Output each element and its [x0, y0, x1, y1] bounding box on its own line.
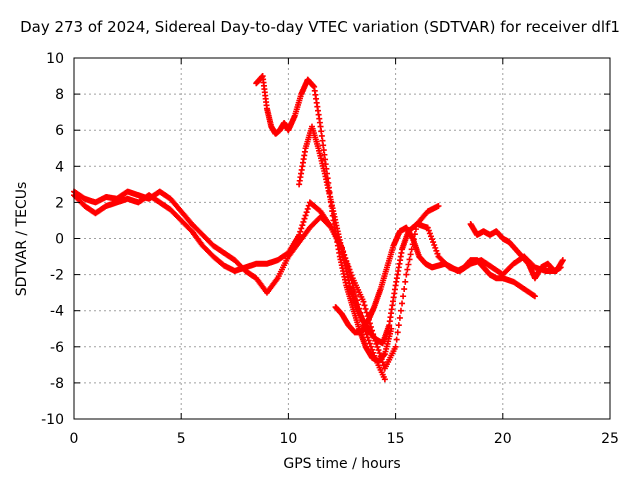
- grid-lines: [74, 58, 610, 419]
- y-tick-label: -4: [50, 304, 64, 320]
- y-tick-label: -10: [41, 412, 64, 428]
- data-marker: [467, 221, 564, 282]
- y-tick-label: 10: [46, 51, 64, 67]
- x-axis-label: GPS time / hours: [283, 456, 401, 472]
- series-track-3: [253, 73, 395, 365]
- y-tick-label: -2: [50, 268, 64, 284]
- y-tick-label: 8: [55, 87, 64, 103]
- y-tick-label: -6: [50, 340, 64, 356]
- chart-title: Day 273 of 2024, Sidereal Day-to-day VTE…: [20, 18, 620, 36]
- x-tick-label: 15: [387, 431, 405, 447]
- series-track-4: [296, 123, 566, 347]
- series-track-5: [332, 224, 538, 336]
- axis-ticks: 0 5 10 15 20 25 -10 -8 -6 -4 -2 0 2 4 6 8 10: [41, 51, 619, 447]
- series-track-2: [71, 192, 388, 383]
- y-axis-label: SDTVAR / TECUs: [14, 181, 30, 297]
- x-tick-label: 25: [601, 431, 619, 447]
- data-points: [71, 73, 566, 383]
- data-marker: [71, 192, 388, 383]
- x-tick-label: 20: [494, 431, 512, 447]
- y-tick-label: 4: [55, 159, 64, 175]
- y-tick-label: 0: [55, 232, 64, 248]
- data-marker: [296, 123, 566, 347]
- data-marker: [332, 224, 538, 336]
- x-tick-label: 5: [177, 431, 186, 447]
- series-track-6: [467, 221, 564, 282]
- data-marker: [253, 73, 395, 365]
- x-tick-label: 0: [70, 431, 79, 447]
- y-tick-label: 2: [55, 195, 64, 211]
- y-tick-label: 6: [55, 123, 64, 139]
- y-tick-label: -8: [50, 376, 64, 392]
- x-tick-label: 10: [279, 431, 297, 447]
